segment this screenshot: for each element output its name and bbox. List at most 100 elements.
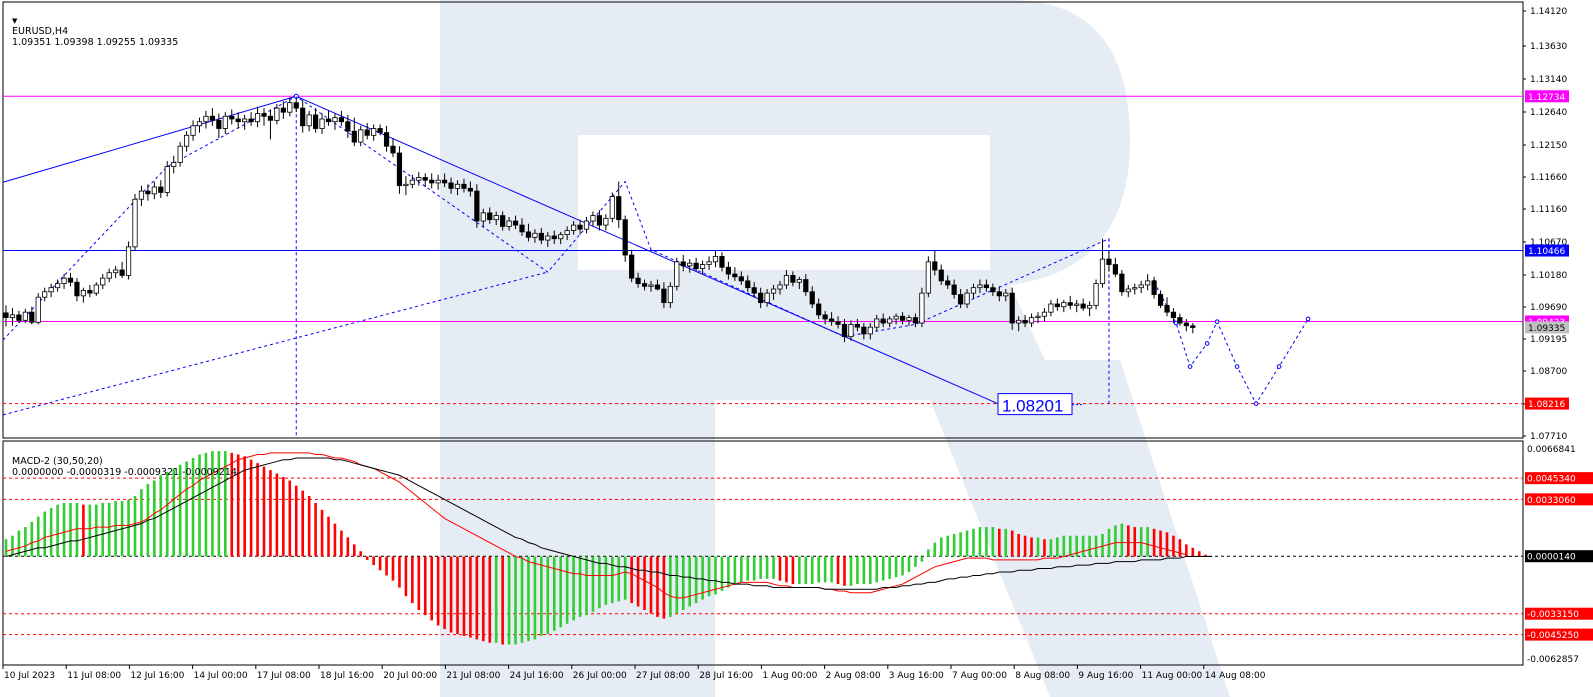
candle-body [764, 292, 770, 304]
macd-line [5, 457, 1213, 590]
candle [145, 184, 151, 201]
symbol-label: EURUSD,H4 [12, 26, 69, 37]
candle [454, 180, 461, 196]
macd-tag-label: 0.0033060 [1527, 496, 1576, 506]
candle-body [538, 232, 544, 241]
candle [764, 289, 770, 307]
candle-body [435, 179, 441, 184]
candle-body [441, 179, 448, 184]
candle-body [467, 187, 474, 192]
candle [1067, 295, 1073, 310]
candle [583, 216, 590, 234]
candle [693, 257, 699, 272]
candle-body [280, 107, 286, 113]
candle [919, 287, 925, 328]
candle-body [983, 284, 990, 289]
candle [319, 113, 325, 134]
forecast-point [1253, 401, 1259, 406]
forecast-point [1305, 316, 1311, 322]
candle-body [616, 196, 622, 221]
price-tag-label: 1.08216 [1528, 400, 1565, 410]
candle [422, 173, 428, 188]
candle-body [55, 283, 61, 289]
candle [706, 256, 712, 270]
candle-body [100, 277, 106, 286]
candle [861, 323, 867, 340]
candle-body [829, 318, 835, 323]
candle [532, 229, 538, 243]
candle-body [429, 179, 435, 184]
candle-body [525, 231, 532, 238]
candle-body [854, 324, 861, 328]
time-tick-label: 21 Jul 08:00 [446, 671, 500, 681]
candle [35, 293, 41, 325]
candle-body [912, 317, 919, 324]
candle-body [687, 262, 693, 267]
macd-histogram [4, 451, 1207, 645]
candle [1190, 323, 1196, 334]
candle [390, 138, 396, 158]
candle-body [758, 292, 764, 304]
candle [1009, 287, 1015, 330]
candle [841, 318, 848, 343]
candle [377, 124, 383, 136]
candle-body [261, 113, 267, 117]
dashed-support [2, 271, 548, 416]
candle [1138, 280, 1144, 294]
candle [874, 314, 880, 332]
candle-body [1028, 317, 1035, 324]
candle [512, 215, 519, 230]
candle [783, 269, 790, 290]
candle-body [558, 234, 564, 240]
candle [899, 312, 906, 325]
price-tick-label: 1.13140 [1530, 75, 1567, 85]
candle-body [1170, 311, 1177, 319]
candle [577, 219, 583, 235]
candle [216, 113, 222, 139]
candle [229, 109, 235, 125]
candle [751, 282, 757, 298]
candle-body [332, 117, 338, 123]
candle-body [609, 196, 615, 219]
candle-body [1016, 319, 1022, 324]
candle [661, 282, 667, 309]
candle [67, 272, 74, 287]
price-tick-label: 1.10180 [1530, 271, 1567, 281]
candle-body [364, 129, 370, 136]
candle [1061, 299, 1067, 313]
candle-body [409, 179, 415, 185]
candle [1177, 313, 1183, 326]
price-tag [1525, 397, 1569, 410]
candle-body [751, 287, 757, 294]
candle-body [1067, 302, 1073, 306]
candle-body [22, 311, 28, 321]
candle-body [1035, 315, 1041, 319]
candle-body [454, 183, 461, 189]
candle-body [635, 277, 641, 284]
candle-body [1151, 280, 1157, 295]
candle [848, 320, 854, 341]
candle [80, 287, 86, 303]
candle-body [964, 292, 970, 305]
time-tick-label: 26 Jul 00:00 [573, 671, 627, 681]
candle-body [80, 289, 86, 297]
candle [138, 185, 145, 207]
candle-body [274, 107, 280, 121]
candle [506, 216, 512, 231]
candle [364, 123, 370, 140]
candle-body [383, 132, 390, 147]
candle-body [158, 186, 164, 193]
candle [280, 101, 286, 119]
candle-body [693, 262, 699, 270]
chart-header-icon: ▼ [12, 17, 18, 25]
candle-body [958, 294, 964, 305]
macd-tick-label: 0.0066841 [1527, 445, 1576, 455]
candle-body [816, 303, 822, 316]
candle [654, 279, 661, 291]
candle [906, 314, 912, 326]
candle-body [351, 130, 357, 143]
time-tick-label: 14 Jul 00:00 [194, 671, 248, 681]
candle-body [867, 326, 873, 335]
candle [519, 218, 525, 236]
